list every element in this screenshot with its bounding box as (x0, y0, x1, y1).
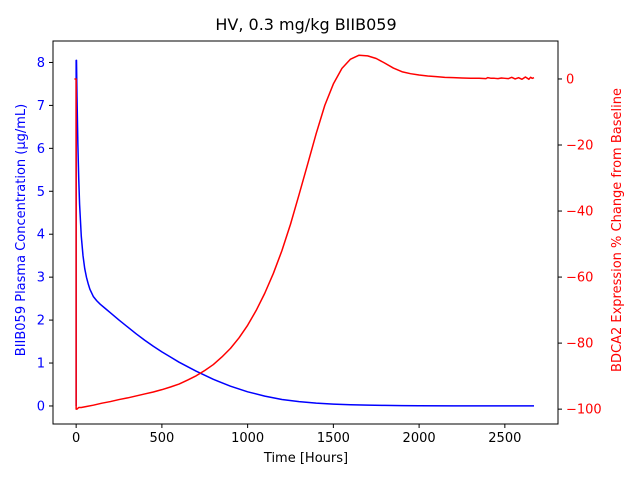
x-tick-label: 1000 (231, 431, 264, 446)
left-y-tick-label: 3 (37, 271, 45, 286)
bdca2-expression-line (74, 54, 535, 410)
left-y-tick-label: 6 (37, 142, 45, 157)
plot-area-frame (52, 40, 559, 425)
x-tick-label: 1500 (317, 431, 350, 446)
right-y-axis: −100 −80 −60 −40 −20 0 (558, 72, 602, 418)
plasma-concentration-series-layer (75, 59, 534, 407)
left-y-tick-label: 4 (37, 228, 45, 243)
x-axis-title: Time [Hours] (263, 451, 348, 466)
right-y-tick-label: −20 (566, 139, 593, 154)
x-tick-label: 2500 (488, 431, 521, 446)
x-tick-label: 0 (72, 431, 80, 446)
chart-title: HV, 0.3 mg/kg BIIB059 (215, 15, 396, 34)
x-tick-label: 2000 (403, 431, 436, 446)
left-y-tick-label: 7 (37, 99, 45, 114)
right-y-tick-label: 0 (566, 72, 574, 87)
x-tick-label: 500 (149, 431, 174, 446)
bdca2-expression-series-layer (74, 54, 535, 410)
right-y-axis-title: BDCA2 Expression % Change from Baseline (610, 88, 625, 372)
right-y-tick-label: −80 (566, 337, 593, 352)
x-axis: 0 500 1000 1500 2000 2500 (72, 424, 521, 446)
left-y-tick-label: 5 (37, 185, 45, 200)
right-y-tick-label: −100 (566, 403, 602, 418)
left-y-tick-label: 0 (37, 399, 45, 414)
plasma-concentration-line (75, 59, 534, 407)
right-y-tick-label: −60 (566, 271, 593, 286)
left-y-tick-label: 1 (37, 357, 45, 372)
left-y-axis: 0 1 2 3 4 5 6 7 8 (37, 56, 53, 414)
left-y-axis-title: BIIB059 Plasma Concentration (µg/mL) (14, 104, 29, 356)
left-y-tick-label: 8 (37, 56, 45, 71)
left-y-tick-label: 2 (37, 314, 45, 329)
right-y-tick-label: −40 (566, 205, 593, 220)
